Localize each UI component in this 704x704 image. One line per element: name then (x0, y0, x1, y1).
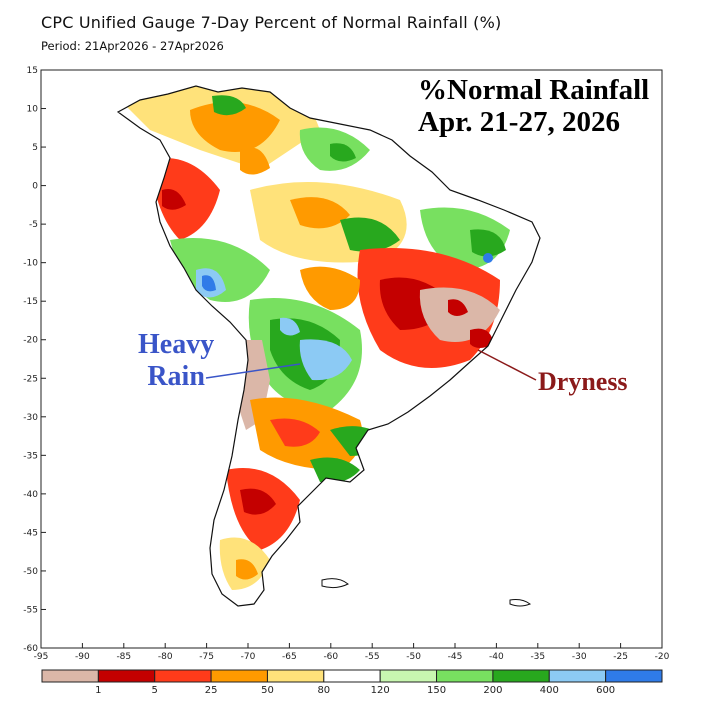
longitude-labels: -95 -90 -85 -80 -75 -70 -65 -60 -55 -50 -45 -40 -35 -… (34, 643, 670, 662)
period-label: Period: (41, 39, 81, 53)
heavy-rain-arrow (205, 363, 301, 379)
lat-tick-label: 10 (27, 105, 39, 115)
lat-tick-label: -35 (23, 451, 38, 461)
falkland-islands (321, 578, 349, 589)
lon-tick-label: -35 (530, 652, 545, 662)
legend-threshold-label: 120 (371, 685, 390, 696)
heavy-rain-label: Heavy Rain (138, 329, 214, 393)
dryness-arrow (477, 349, 537, 381)
legend-threshold-label: 5 (152, 685, 158, 696)
lat-tick-label: -10 (23, 259, 38, 269)
lat-tick-label: -20 (23, 336, 38, 346)
legend-threshold-label: 80 (317, 685, 330, 696)
lat-tick-label: -45 (23, 528, 38, 538)
color-legend: 1 5 25 50 80 120 150 200 400 600 (41, 669, 663, 696)
lon-tick-label: -65 (282, 652, 297, 662)
lat-tick-label: -30 (23, 413, 38, 423)
legend-swatch (97, 669, 156, 683)
heavy-rain-line2: Rain (147, 361, 205, 392)
legend-swatch (605, 669, 663, 683)
legend-threshold-label: 1 (95, 685, 101, 696)
dryness-label: Dryness (538, 367, 628, 396)
lat-tick-label: -55 (23, 605, 38, 615)
lat-tick-label: -50 (23, 567, 38, 577)
period-value: 21Apr2026 - 27Apr2026 (84, 39, 224, 53)
south-georgia (509, 599, 532, 607)
lat-tick-label: -25 (23, 374, 38, 384)
legend-threshold-label: 25 (205, 685, 218, 696)
latitude-labels: 15 10 5 0 -5 -10 -15 -20 -25 -30 -35 -40 -45 -50 -55 -6… (23, 66, 46, 654)
legend-threshold-label: 50 (261, 685, 274, 696)
period-line: Period: 21Apr2026 - 27Apr2026 (41, 39, 228, 53)
lat-tick-label: -40 (23, 490, 38, 500)
lon-tick-label: -50 (406, 652, 421, 662)
legend-swatch (323, 669, 381, 683)
lon-tick-label: -40 (489, 652, 504, 662)
lon-tick-label: -75 (199, 652, 214, 662)
rainfall-fields (118, 86, 510, 590)
legend-swatch (379, 669, 438, 683)
page-title: CPC Unified Gauge 7-Day Percent of Norma… (41, 13, 502, 32)
lon-tick-label: -20 (655, 652, 670, 662)
lat-tick-label: 15 (27, 66, 38, 76)
lat-tick-label: 5 (32, 143, 38, 153)
lat-tick-label: -5 (29, 220, 38, 230)
legend-threshold-label: 150 (427, 685, 446, 696)
legend-threshold-label: 400 (540, 685, 559, 696)
map-annotation-title-line1: %Normal Rainfall (418, 74, 650, 106)
legend-swatch (154, 669, 212, 683)
legend-swatch (548, 669, 607, 683)
lon-tick-label: -60 (323, 652, 338, 662)
lon-tick-label: -95 (34, 652, 49, 662)
map-annotation-title: %Normal Rainfall Apr. 21-27, 2026 (418, 74, 649, 138)
lon-tick-label: -30 (572, 652, 587, 662)
legend-swatch (210, 669, 268, 683)
map-annotation-title-line2: Apr. 21-27, 2026 (418, 106, 620, 138)
legend-swatch (41, 669, 99, 683)
lat-tick-label: 0 (32, 182, 38, 192)
legend-swatch (492, 669, 550, 683)
lat-tick-label: -15 (23, 297, 38, 307)
lon-tick-label: -25 (613, 652, 628, 662)
lon-tick-label: -55 (365, 652, 380, 662)
legend-threshold-label: 600 (596, 685, 615, 696)
lon-tick-label: -80 (158, 652, 173, 662)
lat-tick-label: -60 (23, 644, 38, 654)
lon-tick-label: -85 (116, 652, 131, 662)
heavy-rain-line1: Heavy (138, 329, 215, 360)
lon-tick-label: -90 (75, 652, 90, 662)
lon-tick-label: -45 (448, 652, 463, 662)
legend-swatch (266, 669, 325, 683)
legend-swatch (436, 669, 494, 683)
legend-threshold-label: 200 (483, 685, 502, 696)
lon-tick-label: -70 (241, 652, 256, 662)
